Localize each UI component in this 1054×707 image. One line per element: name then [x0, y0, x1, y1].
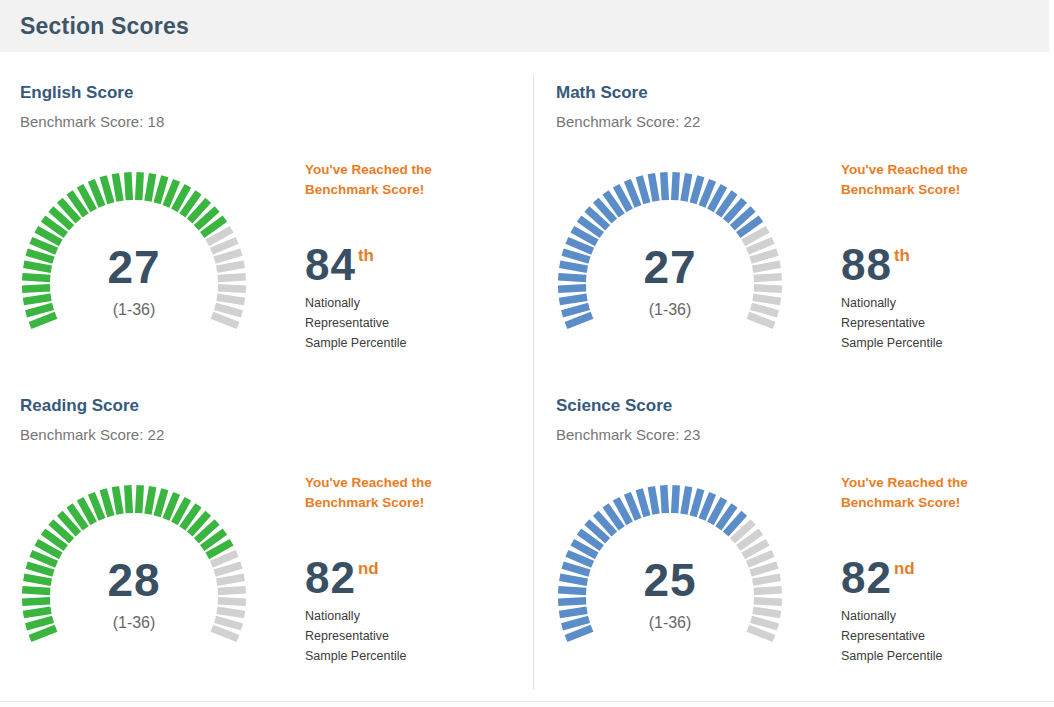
- caption-line: Sample Percentile: [841, 646, 1041, 666]
- gauge-labels: 27 (1-36): [550, 244, 790, 319]
- section-body: 27 (1-36) You've Reached the Benchmark S…: [556, 158, 1054, 353]
- percentile-panel: You've Reached the Benchmark Score! 84th…: [305, 158, 505, 353]
- score-value: 28: [14, 557, 254, 603]
- benchmark-label-reading: Benchmark Score: 22: [20, 425, 533, 445]
- caption-line: Representative: [305, 626, 505, 646]
- column-divider: [533, 75, 534, 690]
- percentile: 84th: [305, 243, 505, 287]
- section-title-english: English Score: [20, 82, 533, 104]
- score-range: (1-36): [14, 614, 254, 632]
- caption-line: Nationally: [841, 606, 1041, 626]
- caption-line: Representative: [841, 313, 1041, 333]
- percentile-ordinal: nd: [894, 559, 915, 578]
- caption-line: Nationally: [305, 293, 505, 313]
- gauge-labels: 28 (1-36): [14, 557, 254, 632]
- score-range: (1-36): [550, 301, 790, 319]
- benchmark-label-english: Benchmark Score: 18: [20, 112, 533, 132]
- section-body: 27 (1-36) You've Reached the Benchmark S…: [20, 158, 533, 353]
- section-body: 25 (1-36) You've Reached the Benchmark S…: [556, 471, 1054, 666]
- english-score-gauge: 27 (1-36): [14, 158, 254, 334]
- percentile-panel: You've Reached the Benchmark Score! 82nd…: [305, 471, 505, 666]
- percentile: 82nd: [841, 556, 1041, 600]
- gauge-labels: 27 (1-36): [14, 244, 254, 319]
- caption-line: Nationally: [305, 606, 505, 626]
- percentile-ordinal: nd: [358, 559, 379, 578]
- percentile-value: 82: [841, 553, 892, 602]
- score-range: (1-36): [550, 614, 790, 632]
- gauge-labels: 25 (1-36): [550, 557, 790, 632]
- score-value: 27: [550, 244, 790, 290]
- caption-line: Sample Percentile: [305, 333, 505, 353]
- page-title: Section Scores: [20, 13, 189, 40]
- section-title-math: Math Score: [556, 82, 1054, 104]
- score-range: (1-36): [14, 301, 254, 319]
- math-score-gauge: 27 (1-36): [550, 158, 790, 334]
- percentile-value: 88: [841, 240, 892, 289]
- caption-line: Representative: [305, 313, 505, 333]
- percentile-caption: Nationally Representative Sample Percent…: [841, 293, 1041, 353]
- section-title-reading: Reading Score: [20, 395, 533, 417]
- score-value: 27: [14, 244, 254, 290]
- caption-line: Sample Percentile: [305, 646, 505, 666]
- section-math: Math Score Benchmark Score: 22 27 (1-36)…: [533, 52, 1054, 365]
- percentile-value: 84: [305, 240, 356, 289]
- percentile-ordinal: th: [358, 246, 374, 265]
- caption-line: Sample Percentile: [841, 333, 1041, 353]
- caption-line: Nationally: [841, 293, 1041, 313]
- caption-line: Representative: [841, 626, 1041, 646]
- score-value: 25: [550, 557, 790, 603]
- section-title-science: Science Score: [556, 395, 1054, 417]
- section-scores-page: Section Scores English Score Benchmark S…: [0, 0, 1054, 707]
- section-reading: Reading Score Benchmark Score: 22 28 (1-…: [0, 365, 533, 678]
- percentile-panel: You've Reached the Benchmark Score! 82nd…: [841, 471, 1041, 666]
- section-body: 28 (1-36) You've Reached the Benchmark S…: [20, 471, 533, 666]
- bottom-divider: [0, 701, 1054, 707]
- section-science: Science Score Benchmark Score: 23 25 (1-…: [533, 365, 1054, 678]
- benchmark-message: You've Reached the Benchmark Score!: [841, 473, 1041, 513]
- percentile-caption: Nationally Representative Sample Percent…: [841, 606, 1041, 666]
- reading-score-gauge: 28 (1-36): [14, 471, 254, 647]
- benchmark-message: You've Reached the Benchmark Score!: [841, 160, 1041, 200]
- percentile: 82nd: [305, 556, 505, 600]
- benchmark-message: You've Reached the Benchmark Score!: [305, 473, 505, 513]
- percentile-caption: Nationally Representative Sample Percent…: [305, 606, 505, 666]
- content-area: English Score Benchmark Score: 18 27 (1-…: [0, 52, 1054, 678]
- percentile-panel: You've Reached the Benchmark Score! 88th…: [841, 158, 1041, 353]
- percentile-caption: Nationally Representative Sample Percent…: [305, 293, 505, 353]
- benchmark-label-science: Benchmark Score: 23: [556, 425, 1054, 445]
- benchmark-label-math: Benchmark Score: 22: [556, 112, 1054, 132]
- benchmark-message: You've Reached the Benchmark Score!: [305, 160, 505, 200]
- sections-grid: English Score Benchmark Score: 18 27 (1-…: [0, 52, 1054, 678]
- page-header: Section Scores: [0, 0, 1049, 52]
- section-english: English Score Benchmark Score: 18 27 (1-…: [0, 52, 533, 365]
- science-score-gauge: 25 (1-36): [550, 471, 790, 647]
- percentile-value: 82: [305, 553, 356, 602]
- percentile: 88th: [841, 243, 1041, 287]
- percentile-ordinal: th: [894, 246, 910, 265]
